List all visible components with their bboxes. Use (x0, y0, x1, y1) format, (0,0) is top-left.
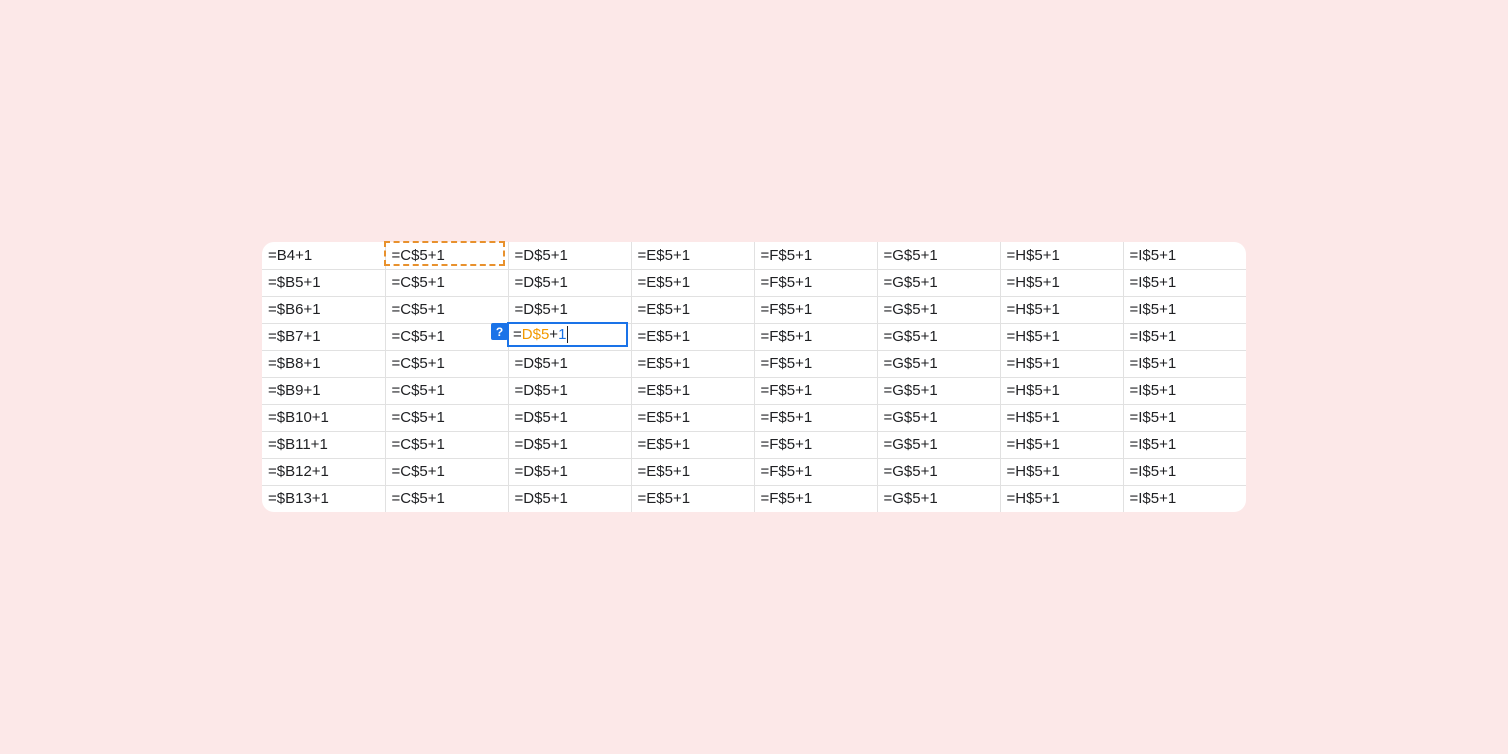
table-row: =$B11+1=C$5+1=D$5+1=E$5+1=F$5+1=G$5+1=H$… (262, 431, 1246, 458)
cell[interactable]: =D$5+1 (508, 242, 631, 269)
cell[interactable]: =I$5+1 (1123, 485, 1246, 512)
cell[interactable]: =H$5+1 (1000, 458, 1123, 485)
formula-token-eq: = (513, 326, 522, 343)
cell[interactable]: =D$5+1 (508, 269, 631, 296)
cell[interactable]: =C$5+1 (385, 242, 508, 269)
cell[interactable]: =$B9+1 (262, 377, 385, 404)
cell[interactable]: =E$5+1 (631, 350, 754, 377)
table-row: =$B8+1=C$5+1=D$5+1=E$5+1=F$5+1=G$5+1=H$5… (262, 350, 1246, 377)
cell[interactable]: =D$5+1 (508, 485, 631, 512)
table-row: =$B10+1=C$5+1=D$5+1=E$5+1=F$5+1=G$5+1=H$… (262, 404, 1246, 431)
cell[interactable]: =H$5+1 (1000, 377, 1123, 404)
formula-help-icon[interactable]: ? (491, 323, 508, 340)
cell[interactable]: =$B6+1 (262, 296, 385, 323)
cell[interactable]: =I$5+1 (1123, 458, 1246, 485)
cell[interactable]: =C$5+1 (385, 377, 508, 404)
cell[interactable]: =G$5+1 (877, 458, 1000, 485)
cell[interactable]: =H$5+1 (1000, 350, 1123, 377)
cell[interactable]: =F$5+1 (754, 350, 877, 377)
cell[interactable]: =D$5+1 (508, 458, 631, 485)
cell[interactable]: =D$5+1 (508, 404, 631, 431)
cell[interactable]: =$B12+1 (262, 458, 385, 485)
cell[interactable]: =I$5+1 (1123, 377, 1246, 404)
cell[interactable]: =E$5+1 (631, 485, 754, 512)
cell[interactable]: =I$5+1 (1123, 296, 1246, 323)
table-row: =B4+1=C$5+1=D$5+1=E$5+1=F$5+1=G$5+1=H$5+… (262, 242, 1246, 269)
table-row: =$B13+1=C$5+1=D$5+1=E$5+1=F$5+1=G$5+1=H$… (262, 485, 1246, 512)
cell[interactable]: =$B7+1 (262, 323, 385, 350)
text-caret (567, 326, 568, 343)
cell[interactable]: =$B11+1 (262, 431, 385, 458)
cell[interactable]: =C$5+1 (385, 296, 508, 323)
cell[interactable]: =F$5+1 (754, 458, 877, 485)
cell[interactable]: =C$5+1 (385, 350, 508, 377)
cell[interactable]: =G$5+1 (877, 242, 1000, 269)
cell[interactable]: =$B5+1 (262, 269, 385, 296)
table-row: =$B6+1=C$5+1=D$5+1=E$5+1=F$5+1=G$5+1=H$5… (262, 296, 1246, 323)
cell[interactable]: =G$5+1 (877, 269, 1000, 296)
cell[interactable]: =H$5+1 (1000, 431, 1123, 458)
cell[interactable]: =H$5+1 (1000, 404, 1123, 431)
cell[interactable]: =I$5+1 (1123, 404, 1246, 431)
cell[interactable]: =$B10+1 (262, 404, 385, 431)
cell-editor[interactable]: ? =D$5+1 (507, 322, 628, 347)
cell[interactable]: =D$5+1 (508, 296, 631, 323)
cell[interactable]: =F$5+1 (754, 269, 877, 296)
table-row: =$B7+1=C$5+1=D$5+1=E$5+1=F$5+1=G$5+1=H$5… (262, 323, 1246, 350)
cell[interactable]: =H$5+1 (1000, 269, 1123, 296)
cell[interactable]: =I$5+1 (1123, 350, 1246, 377)
cell[interactable]: =F$5+1 (754, 485, 877, 512)
cell[interactable]: =F$5+1 (754, 242, 877, 269)
cell[interactable]: =E$5+1 (631, 377, 754, 404)
cell[interactable]: =H$5+1 (1000, 242, 1123, 269)
cell[interactable]: =G$5+1 (877, 350, 1000, 377)
cell[interactable]: =$B13+1 (262, 485, 385, 512)
cell[interactable]: =G$5+1 (877, 485, 1000, 512)
cell[interactable]: =H$5+1 (1000, 323, 1123, 350)
cell[interactable]: =D$5+1 (508, 431, 631, 458)
cell[interactable]: =G$5+1 (877, 404, 1000, 431)
cell[interactable]: =E$5+1 (631, 296, 754, 323)
cell[interactable]: =E$5+1 (631, 404, 754, 431)
formula-token-ref: D$5 (522, 326, 550, 343)
cell[interactable]: =I$5+1 (1123, 269, 1246, 296)
cell[interactable]: =F$5+1 (754, 431, 877, 458)
cell[interactable]: =F$5+1 (754, 296, 877, 323)
cell[interactable]: =F$5+1 (754, 404, 877, 431)
spreadsheet-region: =B4+1=C$5+1=D$5+1=E$5+1=F$5+1=G$5+1=H$5+… (262, 242, 1246, 512)
cell[interactable]: =D$5+1 (508, 377, 631, 404)
table-row: =$B5+1=C$5+1=D$5+1=E$5+1=F$5+1=G$5+1=H$5… (262, 269, 1246, 296)
cell[interactable]: =C$5+1 (385, 485, 508, 512)
cell[interactable]: =I$5+1 (1123, 431, 1246, 458)
cell[interactable]: =C$5+1 (385, 269, 508, 296)
table-row: =$B9+1=C$5+1=D$5+1=E$5+1=F$5+1=G$5+1=H$5… (262, 377, 1246, 404)
cell[interactable]: =G$5+1 (877, 323, 1000, 350)
cell[interactable]: =H$5+1 (1000, 485, 1123, 512)
cell[interactable]: =G$5+1 (877, 377, 1000, 404)
cell[interactable]: =H$5+1 (1000, 296, 1123, 323)
cell[interactable]: =E$5+1 (631, 431, 754, 458)
cell[interactable]: =C$5+1 (385, 323, 508, 350)
cell[interactable]: =B4+1 (262, 242, 385, 269)
cell[interactable]: =G$5+1 (877, 296, 1000, 323)
cell[interactable]: =E$5+1 (631, 458, 754, 485)
cell[interactable]: =C$5+1 (385, 458, 508, 485)
cell[interactable]: =$B8+1 (262, 350, 385, 377)
cell[interactable]: =D$5+1 (508, 350, 631, 377)
cell[interactable]: =F$5+1 (754, 323, 877, 350)
cell[interactable]: =C$5+1 (385, 404, 508, 431)
formula-token-op: + (549, 326, 558, 343)
cell[interactable]: =F$5+1 (754, 377, 877, 404)
cell[interactable]: =I$5+1 (1123, 242, 1246, 269)
cell[interactable]: =E$5+1 (631, 323, 754, 350)
formula-token-num: 1 (558, 326, 566, 343)
spreadsheet-grid[interactable]: =B4+1=C$5+1=D$5+1=E$5+1=F$5+1=G$5+1=H$5+… (262, 242, 1246, 512)
cell[interactable]: =G$5+1 (877, 431, 1000, 458)
table-row: =$B12+1=C$5+1=D$5+1=E$5+1=F$5+1=G$5+1=H$… (262, 458, 1246, 485)
cell[interactable]: =E$5+1 (631, 242, 754, 269)
cell-editor-content[interactable]: =D$5+1 (509, 324, 572, 345)
cell[interactable]: =C$5+1 (385, 431, 508, 458)
cell[interactable]: =I$5+1 (1123, 323, 1246, 350)
cell[interactable]: =E$5+1 (631, 269, 754, 296)
